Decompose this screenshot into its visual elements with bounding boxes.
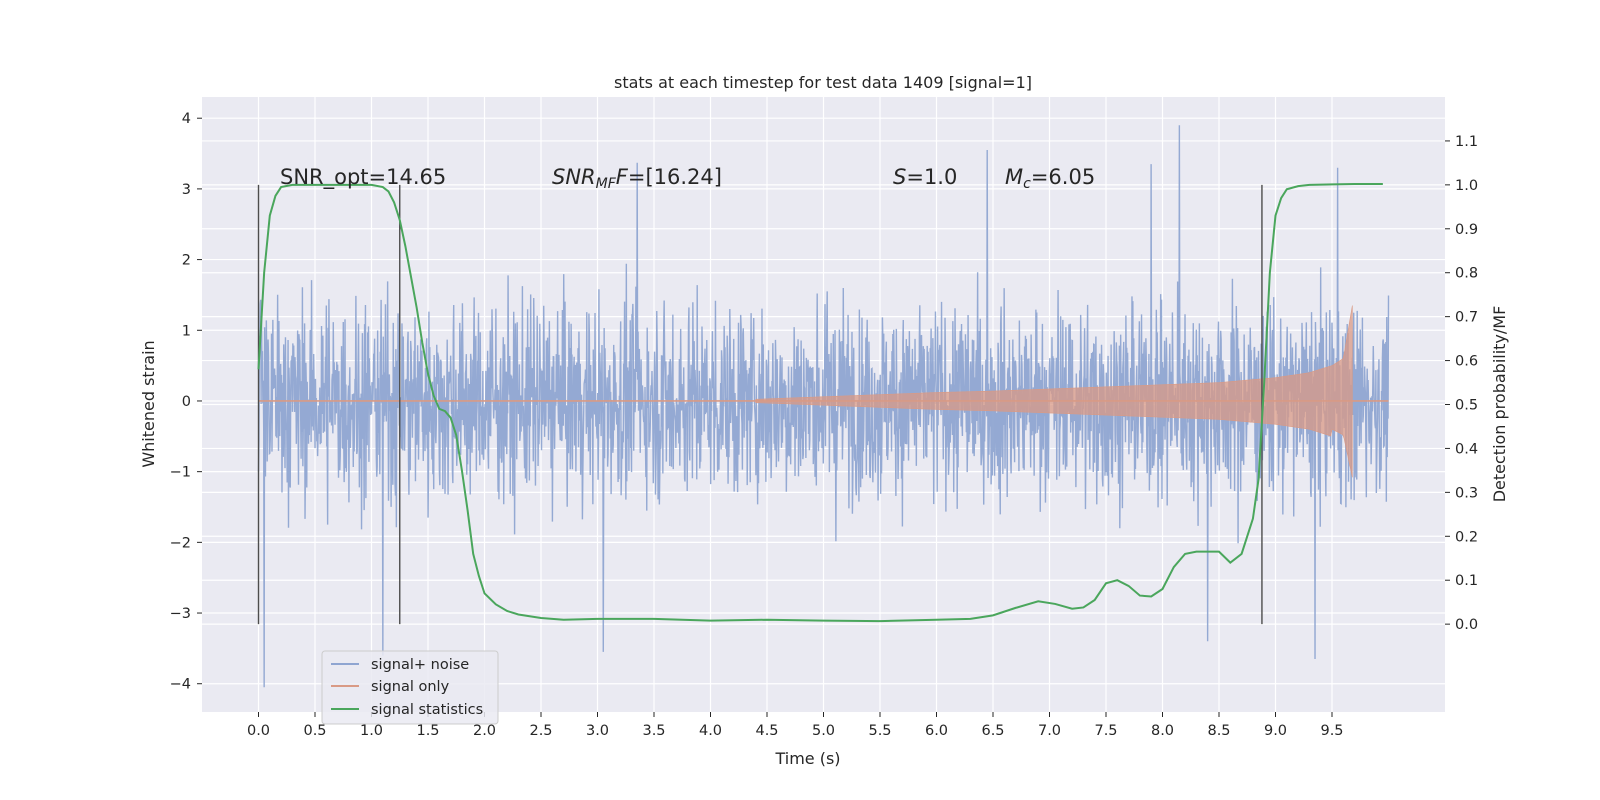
left-y-axis-ticks: −4 −3 −2 −1 0 1 2 3 4	[170, 111, 202, 693]
right-y-tick-label: 0.3	[1455, 485, 1478, 501]
x-tick-label: 9.0	[1264, 723, 1287, 739]
left-y-tick-label: −1	[170, 465, 191, 481]
right-y-tick-label: 0.7	[1455, 310, 1478, 326]
left-y-tick-label: 3	[182, 182, 191, 198]
s-symbol: S	[893, 165, 906, 189]
left-y-tick-label: −3	[170, 606, 191, 622]
legend: signal+ noise signal only signal statist…	[321, 650, 499, 725]
x-tick-label: 0.5	[303, 723, 326, 739]
mc-symbol: M	[1005, 165, 1023, 189]
mc-subscript: c	[1023, 176, 1031, 192]
x-axis-ticks: 0.0 0.5 1.0 1.5 2.0 2.5 3.0 3.5 4.0 4.5 5.0 5.5 6.0 6…	[247, 712, 1344, 739]
right-y-tick-label: 1.1	[1455, 134, 1478, 150]
x-tick-label: 4.5	[755, 723, 778, 739]
x-axis-label: Time (s)	[774, 749, 840, 768]
left-y-tick-label: −2	[170, 535, 191, 551]
x-tick-label: 1.5	[416, 723, 439, 739]
right-y-tick-label: 0.5	[1455, 398, 1478, 414]
series-signal-statistics-line	[257, 182, 1383, 623]
x-tick-label: 7.0	[1038, 723, 1061, 739]
legend-label-signal-only: signal only	[371, 679, 450, 695]
snr-mf-subscript: MF	[596, 176, 617, 192]
right-y-axis-label: Detection probability/MF	[1490, 306, 1509, 503]
right-y-tick-label: 0.9	[1455, 222, 1478, 238]
x-tick-label: 8.0	[1151, 723, 1174, 739]
left-y-tick-label: 1	[182, 323, 191, 339]
right-y-tick-label: 0.8	[1455, 266, 1478, 282]
x-tick-label: 2.5	[529, 723, 552, 739]
snr-mf-f: F	[616, 165, 629, 189]
legend-box	[321, 650, 499, 725]
x-tick-label: 0.0	[247, 723, 270, 739]
x-tick-label: 9.5	[1320, 723, 1343, 739]
right-y-tick-label: 0.0	[1455, 617, 1478, 633]
annotation-snr-opt: SNR_opt=14.65	[280, 165, 446, 190]
x-tick-label: 7.5	[1094, 723, 1117, 739]
left-y-axis-title: Whitened strain	[139, 340, 158, 467]
x-tick-label: 8.5	[1207, 723, 1230, 739]
left-y-tick-label: 4	[182, 111, 191, 127]
left-y-tick-label: 2	[182, 253, 191, 269]
right-y-axis-ticks: 0.0 0.1 0.2 0.3 0.4 0.5 0.6 0.7 0.8 0.9 1.0 1.1	[1445, 134, 1478, 633]
annotation-snr-mf: SNRMFF=[16.24]	[552, 165, 722, 192]
mc-value: =6.05	[1031, 165, 1095, 189]
s-value: =1.0	[906, 165, 957, 189]
left-y-tick-label: 0	[182, 394, 191, 410]
left-y-tick-label: −4	[170, 677, 191, 693]
x-tick-label: 3.5	[642, 723, 665, 739]
snr-mf-value: =[16.24]	[628, 165, 722, 189]
right-y-tick-label: 1.0	[1455, 178, 1478, 194]
x-tick-label: 5.5	[868, 723, 891, 739]
x-tick-label: 4.0	[699, 723, 722, 739]
x-tick-label: 3.0	[586, 723, 609, 739]
series-signal-only-area	[755, 305, 1353, 478]
legend-label-signal-noise: signal+ noise	[371, 657, 469, 673]
right-y-tick-label: 0.1	[1455, 573, 1478, 589]
x-tick-label: 6.0	[925, 723, 948, 739]
right-y-tick-label: 0.6	[1455, 354, 1478, 370]
x-tick-label: 6.5	[981, 723, 1004, 739]
right-y-tick-label: 0.2	[1455, 529, 1478, 545]
x-tick-label: 2.0	[473, 723, 496, 739]
annotation-mc: Mc=6.05	[1005, 165, 1095, 192]
right-y-tick-label: 0.4	[1455, 441, 1478, 457]
annotation-s: S=1.0	[893, 165, 957, 189]
chart-title: stats at each timestep for test data 140…	[614, 73, 1032, 92]
x-tick-label: 5.0	[812, 723, 835, 739]
x-tick-label: 1.0	[360, 723, 383, 739]
snr-mf-symbol: SNR	[552, 165, 596, 189]
legend-label-signal-statistics: signal statistics	[371, 702, 483, 718]
